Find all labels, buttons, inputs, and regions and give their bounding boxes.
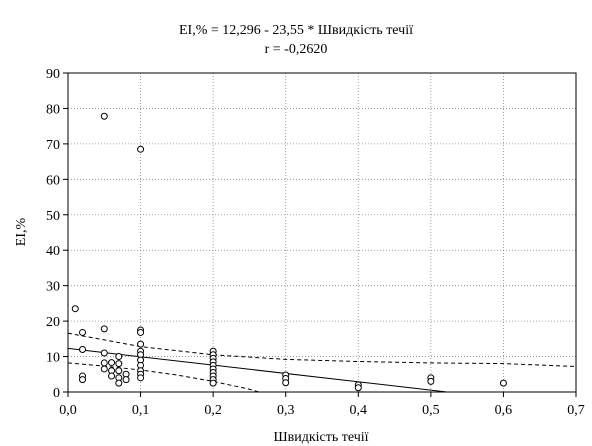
data-point: [79, 376, 87, 384]
x-tick-label: 0,7: [567, 403, 585, 418]
regression-layer: [68, 347, 447, 392]
data-point: [79, 328, 87, 336]
data-point: [137, 340, 145, 348]
data-point: [100, 325, 108, 333]
grid-layer: [68, 73, 576, 392]
confidence-band-layer: [68, 332, 576, 392]
data-point: [115, 367, 123, 375]
data-point: [100, 349, 108, 357]
y-tick-label: 40: [46, 244, 60, 259]
data-point: [282, 379, 290, 387]
chart-title: EI,% = 12,296 - 23,55 * Швидкість течії: [179, 23, 413, 38]
data-point: [100, 359, 108, 367]
data-point: [137, 145, 145, 153]
plot-frame: [67, 72, 577, 393]
y-tick-label: 60: [46, 173, 60, 188]
x-tick-label: 0,4: [350, 403, 368, 418]
y-tick-label: 10: [46, 351, 60, 366]
point-layer: [71, 112, 507, 392]
data-point: [100, 365, 108, 373]
data-point: [122, 376, 130, 384]
y-tick-label: 50: [46, 209, 60, 224]
data-point: [71, 305, 79, 313]
x-tick-label: 0,3: [277, 403, 295, 418]
data-point: [115, 353, 123, 361]
x-axis-label: Швидкість течії: [273, 430, 368, 445]
data-point: [137, 328, 145, 336]
y-tick-label: 0: [53, 386, 60, 401]
chart-subtitle: r = -0,2620: [265, 42, 328, 57]
x-tick-label: 0,6: [495, 403, 513, 418]
data-point: [354, 384, 362, 392]
y-tick-label: 30: [46, 280, 60, 295]
confidence-upper-line: [68, 332, 576, 367]
data-point: [209, 379, 217, 387]
x-tick-label: 0,1: [132, 403, 150, 418]
y-tick-label: 70: [46, 138, 60, 153]
y-axis-label: EI,%: [14, 217, 29, 246]
data-point: [108, 359, 116, 367]
data-point: [108, 372, 116, 380]
regression-line: [68, 347, 447, 392]
axis-layer: 0,0 0,1 0,2 0,3 0,4 0,5 0,6 0,7 0 10 20 30 40 50 60 70 8…: [46, 67, 585, 418]
x-tick-label: 0,2: [204, 403, 222, 418]
data-point: [499, 379, 507, 387]
data-point: [427, 377, 435, 385]
y-tick-label: 80: [46, 102, 60, 117]
data-point: [137, 374, 145, 382]
x-tick-label: 0,0: [59, 403, 77, 418]
data-point: [115, 379, 123, 387]
x-tick-label: 0,5: [422, 403, 440, 418]
data-point: [115, 360, 123, 368]
data-point: [79, 345, 87, 353]
y-tick-label: 90: [46, 67, 60, 82]
y-tick-label: 20: [46, 315, 60, 330]
data-point: [100, 112, 108, 120]
